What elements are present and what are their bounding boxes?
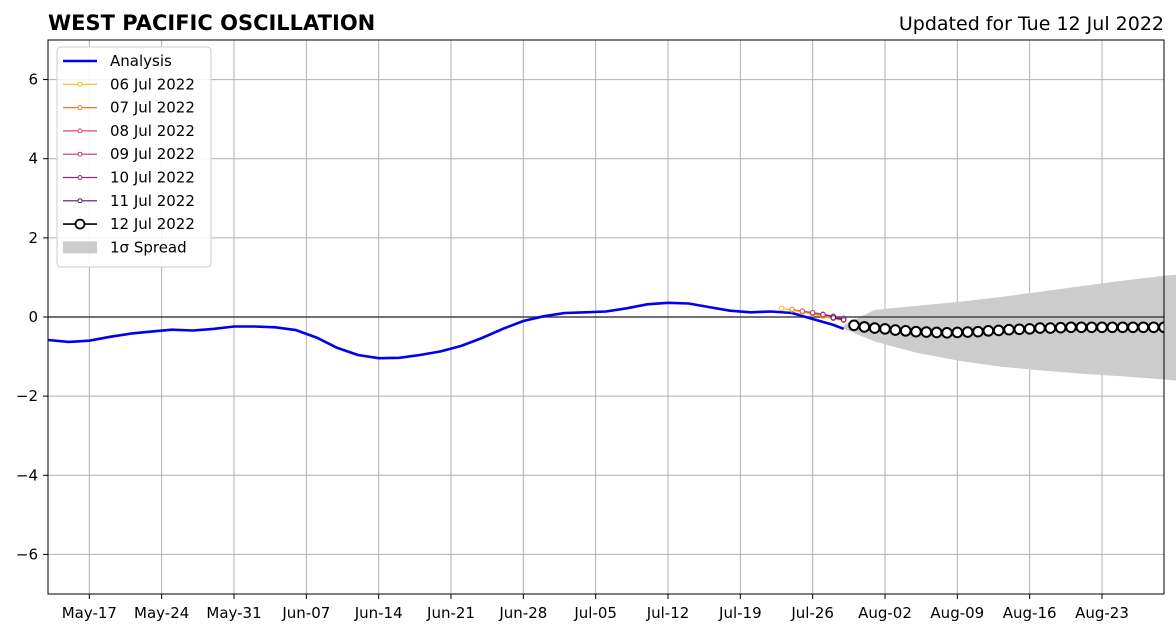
x-tick-label: Jun-21: [426, 604, 475, 622]
x-tick-label: Aug-09: [930, 604, 984, 622]
legend-swatch: [63, 241, 97, 254]
series-point: [1044, 322, 1057, 334]
series-point: [830, 315, 837, 321]
legend-label: 09 Jul 2022: [110, 145, 195, 163]
series-point: [1137, 321, 1150, 334]
series-point: [858, 321, 871, 333]
legend-marker: [77, 81, 83, 87]
axis-ticks: May-17 May-24 May-31 Jun-07 Jun-14 Jun-21 Jun-…: [16, 71, 1129, 622]
y-tick-label: 2: [28, 229, 38, 247]
series-point: [910, 325, 922, 338]
x-tick-label: Jul-05: [573, 604, 617, 622]
series-layer: [48, 301, 1164, 360]
legend-marker: [77, 175, 83, 180]
series-point: [1106, 321, 1119, 334]
series-point: [1147, 321, 1160, 334]
series-point: [1075, 321, 1088, 334]
legend-label: Analysis: [110, 52, 172, 70]
y-tick-label: 6: [28, 71, 38, 89]
x-tick-label: May-17: [62, 604, 117, 622]
legend-label: 11 Jul 2022: [110, 192, 195, 210]
series-point: [982, 325, 995, 337]
x-tick-label: Aug-23: [1075, 604, 1129, 622]
x-tick-label: Aug-16: [1003, 604, 1057, 622]
chart-title: WEST PACIFIC OSCILLATION: [48, 11, 375, 35]
series-point: [930, 326, 943, 339]
series-point: [789, 306, 795, 313]
x-tick-label: Jul-19: [718, 604, 762, 622]
series-point: [879, 323, 891, 335]
analysis-line: [48, 301, 845, 360]
legend-marker: [74, 218, 86, 230]
x-tick-label: Jun-07: [281, 604, 330, 622]
series-point: [1013, 323, 1026, 336]
y-tick-label: −4: [16, 466, 38, 484]
series-point: [809, 309, 816, 316]
legend-box: [56, 46, 212, 268]
y-tick-label: −2: [16, 387, 38, 405]
series-point: [840, 317, 847, 323]
series-point: [1065, 321, 1077, 334]
series-point: [1003, 323, 1015, 336]
legend-label: 08 Jul 2022: [110, 122, 195, 140]
series-point: [992, 324, 1005, 337]
legend-marker: [77, 128, 83, 134]
x-tick-label: Aug-02: [858, 604, 912, 622]
chart-subtitle: Updated for Tue 12 Jul 2022: [899, 13, 1164, 35]
series-point: [868, 322, 881, 334]
series-point: [1096, 321, 1108, 334]
series-point: [889, 324, 902, 336]
y-tick-label: −6: [16, 545, 38, 563]
x-tick-label: Jun-28: [498, 604, 547, 622]
series-point: [1085, 321, 1098, 334]
legend-marker: [77, 105, 83, 111]
legend-label: 1σ Spread: [110, 238, 187, 256]
y-tick-label: 4: [28, 150, 38, 168]
x-tick-label: May-31: [206, 604, 261, 622]
legend-label: 10 Jul 2022: [110, 169, 195, 187]
legend-marker: [77, 151, 83, 157]
series-point: [941, 327, 953, 339]
series-point: [961, 326, 974, 338]
series-point: [1054, 321, 1067, 334]
legend-label: 07 Jul 2022: [110, 99, 195, 117]
series-point: [799, 308, 806, 314]
series-point: [920, 326, 933, 338]
legend-label: 06 Jul 2022: [110, 75, 195, 93]
series-point: [848, 319, 860, 332]
x-tick-label: May-24: [134, 604, 189, 622]
series-point: [1127, 321, 1139, 334]
x-tick-label: Jul-12: [646, 604, 690, 622]
series-point: [899, 325, 912, 337]
series-point: [972, 325, 984, 338]
series-point: [1116, 321, 1129, 334]
series-point: [1023, 323, 1036, 335]
series-point: [778, 305, 785, 311]
series-point: [820, 311, 826, 318]
y-tick-label: 0: [28, 308, 38, 326]
legend-label: 12 Jul 2022: [110, 215, 195, 233]
series-point: [951, 326, 964, 339]
x-tick-label: Jun-14: [354, 604, 403, 622]
legend-marker: [77, 198, 83, 204]
x-tick-label: Jul-26: [790, 604, 834, 622]
legend: Analysis 06 Jul 2022 07 Jul 2022 08 Jul 202…: [56, 46, 212, 268]
series-point: [1034, 322, 1046, 334]
